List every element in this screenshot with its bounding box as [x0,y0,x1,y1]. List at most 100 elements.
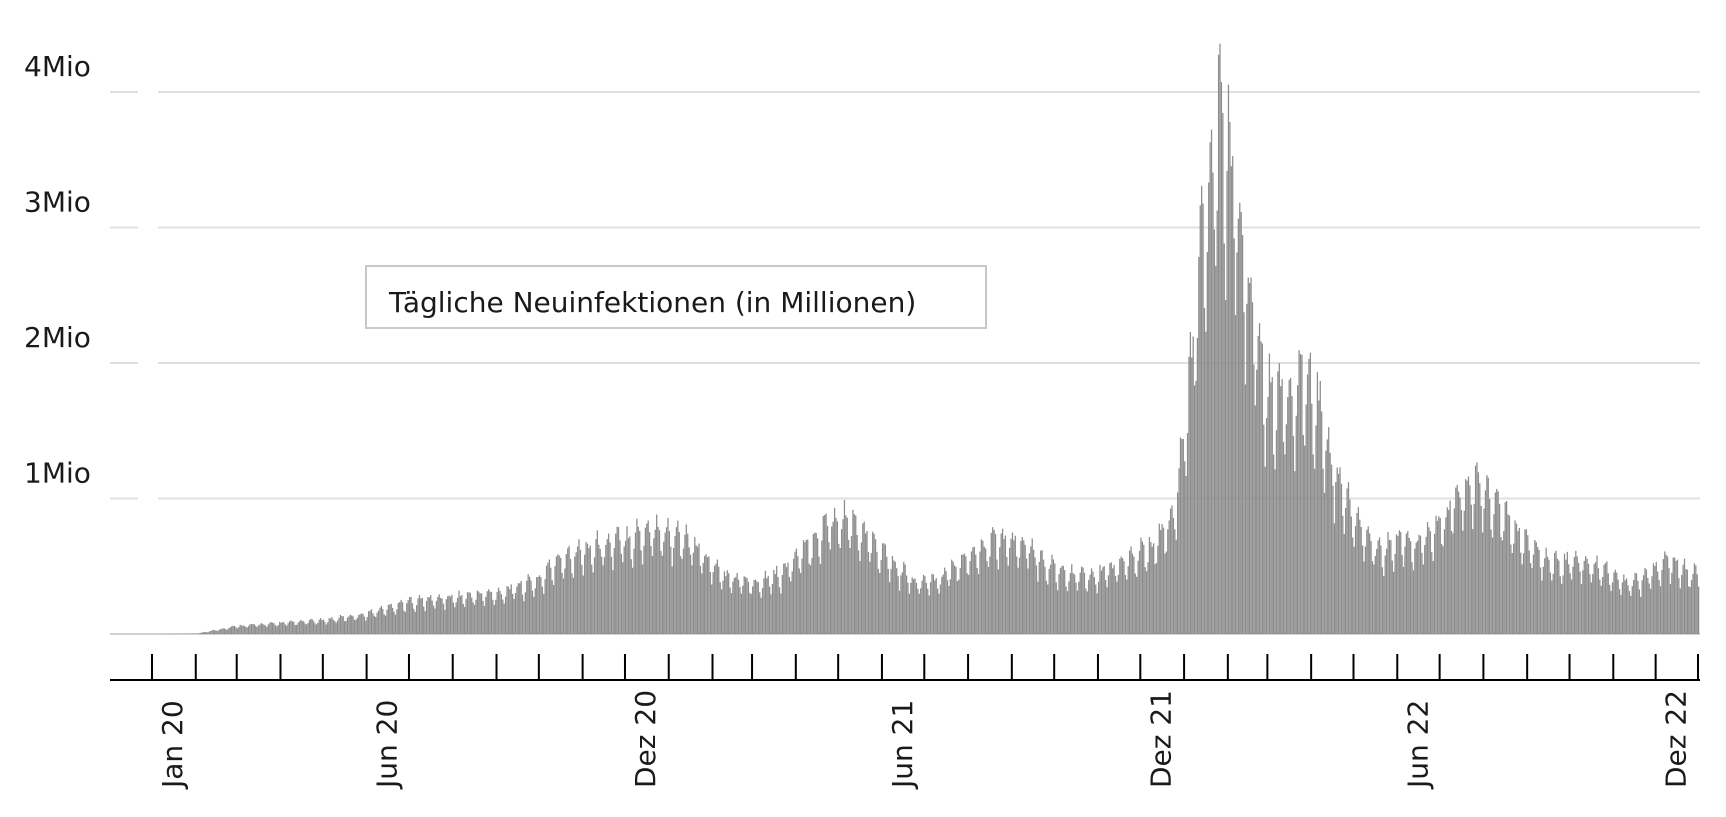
bar [1686,569,1688,634]
bar [334,620,336,634]
bar [800,573,802,634]
bar [1340,483,1343,634]
bar [1225,300,1227,634]
bar [507,586,510,634]
bar [352,616,354,634]
bar [646,523,648,634]
bar [300,619,302,634]
bar [768,586,771,634]
bar [1380,545,1382,634]
bar [1573,556,1576,634]
bar [1364,546,1367,634]
bar [953,565,956,634]
bar [1337,473,1340,634]
bar [1590,582,1592,634]
bar [914,578,916,634]
bar [280,622,282,634]
bar [455,602,457,634]
bar [1144,567,1146,634]
bar [1457,491,1460,634]
bar [534,588,536,634]
bar [228,628,230,634]
bar [495,599,497,634]
bar [1518,527,1520,634]
bar [344,620,346,634]
bar [785,567,788,634]
bar [1412,570,1415,634]
bar [1421,552,1423,634]
bar [1491,537,1494,634]
bar [1520,552,1522,634]
bar [976,567,978,634]
bar [437,596,439,634]
bar [1638,589,1640,634]
bar [475,599,477,634]
bar [1100,570,1103,634]
bar [704,555,706,634]
bar [592,572,594,634]
bar [1407,531,1409,634]
bar [634,532,637,634]
bar [473,604,476,634]
y-tick-label: 3Mio [24,186,91,219]
bar [1490,529,1492,634]
bar [730,592,733,634]
bar [324,621,326,634]
bar [1569,573,1571,634]
bar [1109,563,1111,634]
bar [1072,573,1074,634]
bar [1089,574,1091,634]
bar [781,574,783,634]
bar [478,591,480,634]
bar [214,630,216,634]
bar [462,603,464,634]
bar [674,535,676,634]
bar [259,624,261,634]
bar [331,617,333,634]
bar [698,543,700,634]
bar [1383,575,1385,634]
bar [1054,563,1056,634]
bar [225,629,227,634]
bar [578,539,580,634]
bar [221,628,223,634]
bar [994,534,997,634]
bar [1215,265,1217,634]
bar [1066,591,1069,634]
bar [912,579,915,634]
bar [1647,577,1649,634]
bar [955,566,957,634]
bar [1693,563,1696,634]
bar [1086,591,1088,634]
bar [1472,529,1474,634]
bar [992,527,994,634]
bar [767,575,769,634]
bar [417,598,419,634]
bar [1481,532,1484,634]
bar [531,590,534,634]
bar [489,591,491,634]
bar [1541,580,1543,634]
bar [927,588,929,634]
bar [869,561,871,634]
bar [606,538,608,634]
bar [287,623,289,634]
bar [1625,578,1628,634]
bar [1264,466,1266,634]
bar [345,621,347,634]
bar [516,586,518,634]
bar [369,610,371,634]
bar [447,596,449,634]
bar [749,592,751,634]
bar [636,518,638,634]
bar [479,593,481,634]
bar [1123,561,1125,634]
bar [416,605,418,634]
bar [248,625,250,634]
bar [1075,582,1077,634]
bar [678,531,680,634]
bar [320,618,322,634]
bar [1199,205,1201,634]
bar [795,548,798,634]
bar [1414,548,1416,634]
